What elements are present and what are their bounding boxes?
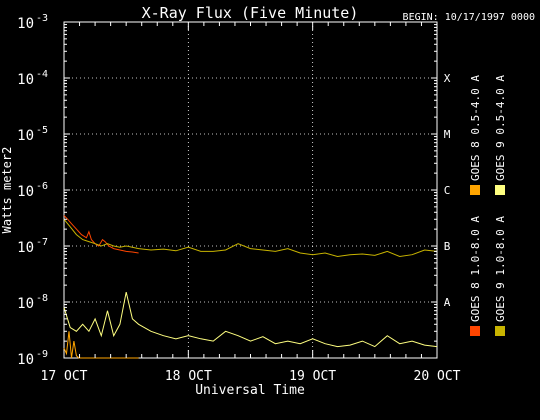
- x-tick-label: 18 OCT: [165, 369, 212, 384]
- legend-label: GOES 8 1.0-8.0 A: [469, 216, 482, 322]
- y-tick-label-exponent: -8: [36, 293, 48, 304]
- flare-class-axis: X M C B A: [444, 72, 451, 309]
- y-axis-label: Watts meter2: [0, 147, 14, 234]
- series-layer: [63, 215, 438, 359]
- chart-title: X-Ray Flux (Five Minute): [142, 4, 359, 22]
- y-tick-label: 10: [17, 16, 34, 32]
- flare-class-label: M: [444, 128, 451, 141]
- y-tick-label-exponent: -9: [36, 349, 48, 360]
- begin-date-label: BEGIN: 10/17/1997 0000: [403, 12, 535, 23]
- flare-class-label: A: [444, 296, 451, 309]
- y-tick-label: 10: [17, 184, 34, 200]
- legend-label: GOES 9 0.5-4.0 A: [494, 75, 507, 181]
- grid-lines: [64, 22, 437, 358]
- y-tick-label-exponent: -4: [36, 69, 48, 80]
- y-tick-label: 10: [17, 352, 34, 368]
- legend-label: GOES 8 0.5-4.0 A: [469, 75, 482, 181]
- flare-class-label: X: [444, 72, 451, 85]
- y-tick-label-exponent: -3: [36, 13, 48, 24]
- y-axis: 10-310-410-510-610-710-810-9: [17, 13, 437, 368]
- y-tick-label-exponent: -5: [36, 125, 48, 136]
- legend-swatch: [470, 185, 480, 195]
- legend-swatch: [495, 185, 505, 195]
- series-line-3: [63, 218, 438, 258]
- y-tick-label: 10: [17, 240, 34, 256]
- y-tick-label: 10: [17, 72, 34, 88]
- y-tick-label: 10: [17, 128, 34, 144]
- flare-class-label: B: [444, 240, 451, 253]
- x-tick-label: 17 OCT: [41, 369, 88, 384]
- y-tick-label-exponent: -7: [36, 237, 48, 248]
- y-tick-label: 10: [17, 296, 34, 312]
- x-axis: 17 OCT 18 OCT 19 OCT 20 OCT: [41, 22, 461, 384]
- flare-class-label: C: [444, 184, 451, 197]
- legend-swatch: [495, 326, 505, 336]
- x-tick-label: 19 OCT: [289, 369, 336, 384]
- series-line-2: [63, 331, 139, 359]
- x-axis-label: Universal Time: [195, 383, 305, 398]
- legend-swatch: [470, 326, 480, 336]
- legend-label: GOES 9 1.0-8.0 A: [494, 216, 507, 322]
- y-tick-label-exponent: -6: [36, 181, 48, 192]
- x-tick-label: 20 OCT: [414, 369, 461, 384]
- series-line-4: [63, 291, 438, 348]
- legend: GOES 8 1.0-8.0 A GOES 8 0.5-4.0 A GOES 9 1…: [469, 75, 507, 336]
